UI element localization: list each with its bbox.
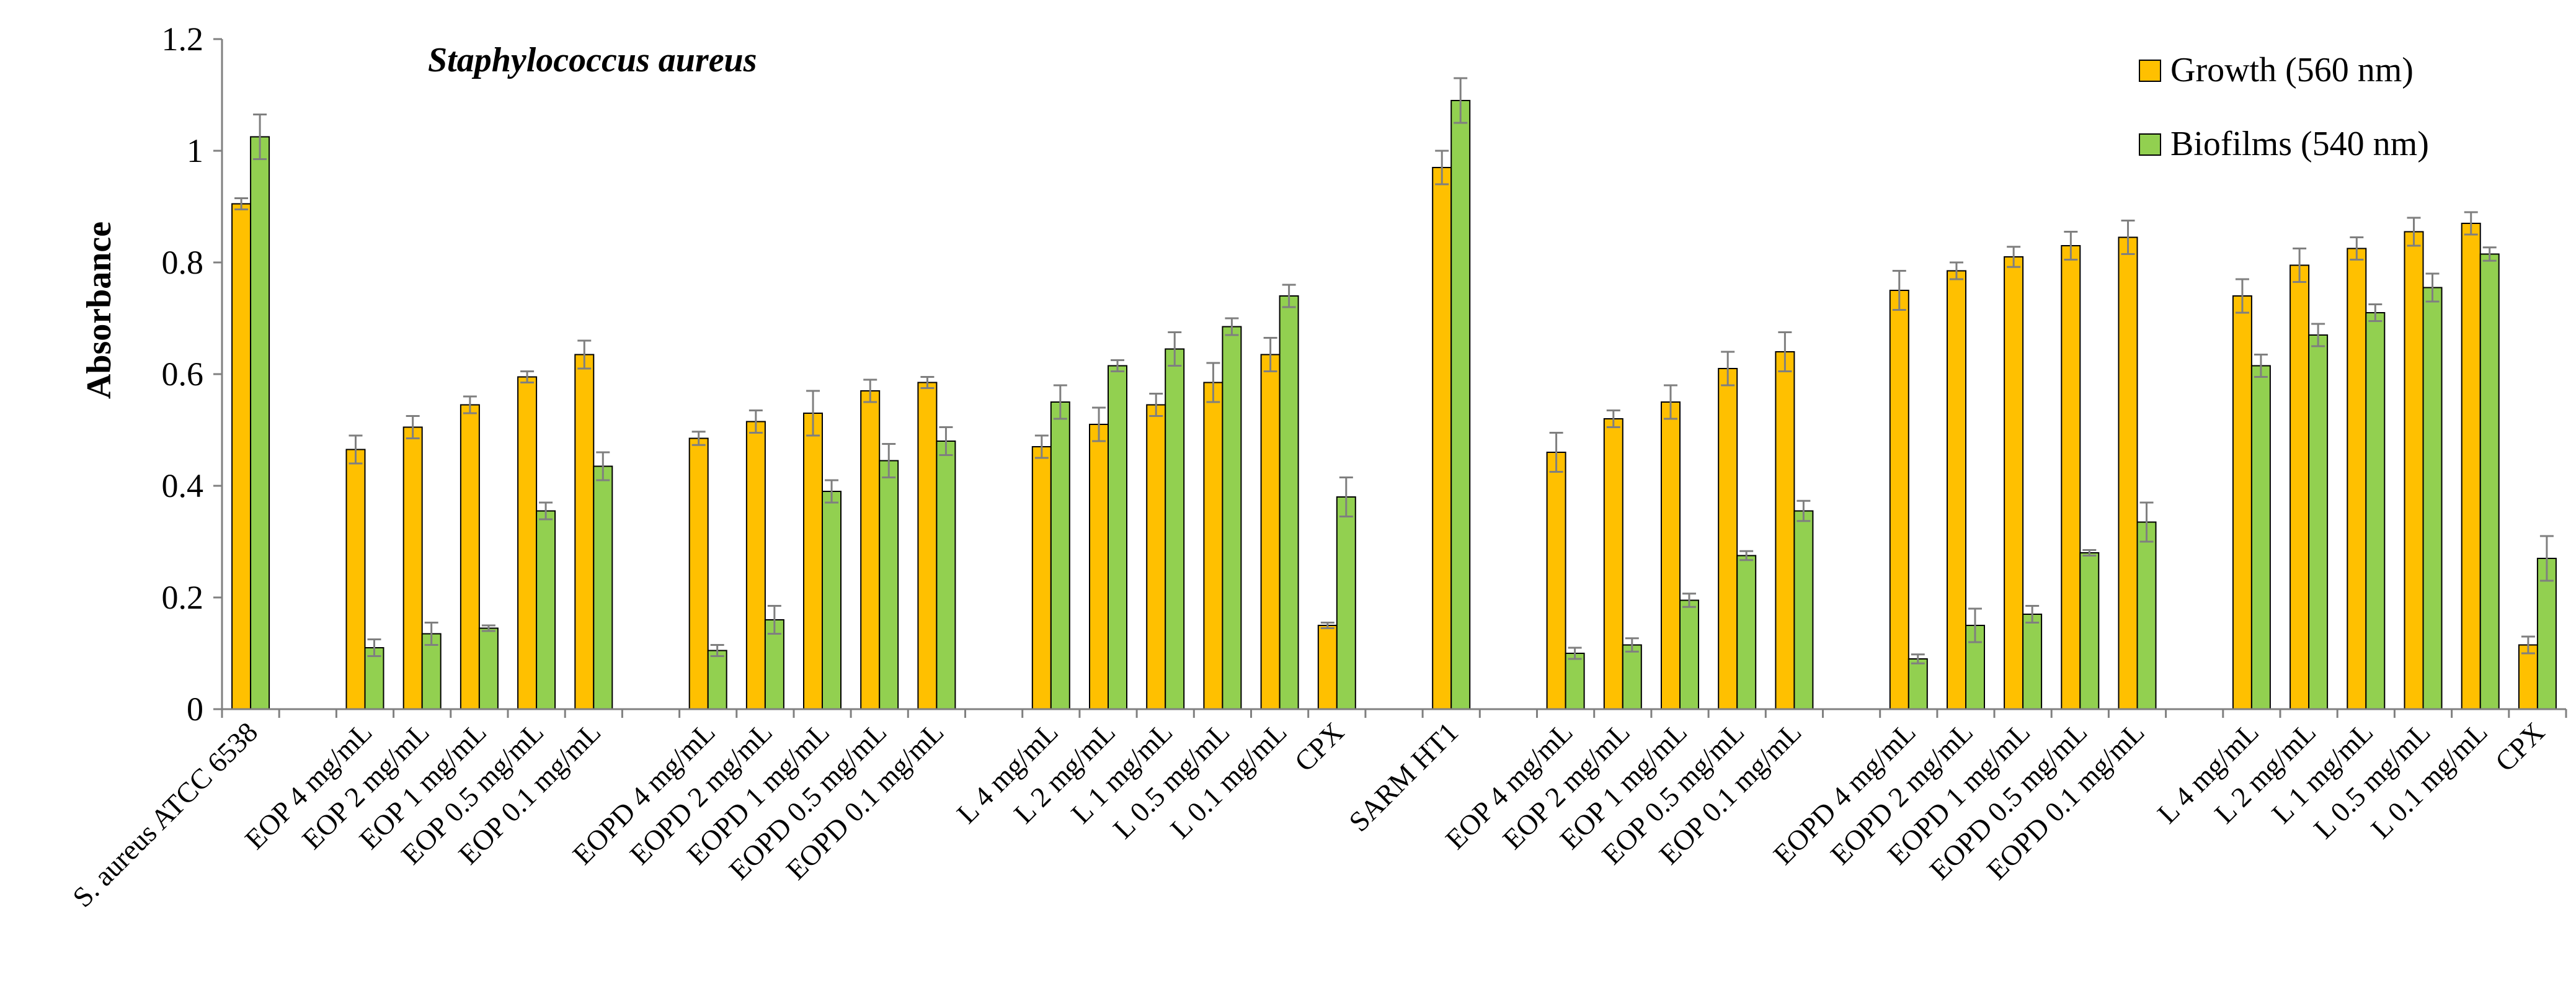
bar-biofilms-12 (936, 441, 956, 710)
bar-growth-4 (460, 404, 480, 710)
y-tick-label-4: 0.8 (162, 244, 204, 281)
bar-biofilms-39 (2479, 253, 2500, 710)
bar-growth-33 (2118, 236, 2138, 710)
bar-growth-15 (1089, 424, 1109, 710)
bar-growth-25 (1661, 401, 1681, 710)
bar-biofilms-30 (1965, 625, 1985, 710)
legend-label-growth: Growth (560 nm) (2170, 51, 2414, 89)
bar-biofilms-24 (1622, 644, 1642, 710)
bar-biofilms-16 (1165, 348, 1185, 710)
bar-biofilms-25 (1679, 599, 1699, 710)
bar-growth-35 (2232, 295, 2252, 710)
legend-swatch-biofilms (2139, 133, 2161, 156)
y-tick-label-0: 0 (187, 691, 203, 728)
bar-growth-36 (2290, 264, 2310, 710)
bar-growth-21 (1432, 167, 1452, 710)
bar-biofilms-27 (1793, 510, 1814, 710)
y-axis-title: Absorbance (80, 221, 118, 399)
bar-biofilms-4 (478, 627, 499, 710)
bar-growth-23 (1546, 452, 1566, 710)
bar-biofilms-8 (707, 650, 727, 710)
bar-growth-12 (917, 382, 938, 710)
bar-biofilms-35 (2250, 365, 2271, 710)
x-category-label-21: SARM HT1 (1343, 716, 1464, 838)
y-tick-label-1: 0.2 (162, 579, 204, 616)
bar-biofilms-0 (250, 136, 270, 710)
y-ticks-group: 0 0.2 0.4 0.6 0.8 1 1.2 (162, 20, 222, 728)
bar-growth-27 (1775, 351, 1795, 710)
bar-biofilms-33 (2136, 521, 2157, 710)
bar-biofilms-10 (822, 491, 842, 710)
bar-growth-3 (402, 426, 423, 710)
bar-biofilms-36 (2308, 334, 2329, 710)
legend-label-biofilms: Biofilms (540 nm) (2170, 125, 2429, 163)
bar-biofilms-23 (1565, 653, 1585, 710)
bar-biofilms-29 (1908, 658, 1928, 710)
bar-biofilms-38 (2422, 287, 2443, 710)
bar-growth-0 (231, 203, 252, 710)
bar-biofilms-5 (536, 510, 556, 710)
bar-growth-8 (688, 437, 709, 710)
bar-biofilms-31 (2022, 614, 2043, 710)
bar-biofilms-14 (1050, 401, 1070, 710)
y-tick-label-2: 0.4 (162, 467, 204, 504)
bar-biofilms-32 (2079, 552, 2100, 710)
x-category-label-40: CPX (2489, 716, 2551, 777)
error-bars-group (234, 77, 2554, 664)
bar-growth-24 (1603, 418, 1623, 710)
bar-growth-32 (2061, 245, 2081, 710)
bar-biofilms-18 (1279, 295, 1299, 710)
bar-growth-16 (1146, 404, 1166, 710)
bar-biofilms-17 (1222, 326, 1242, 710)
bar-growth-19 (1317, 625, 1338, 710)
bar-growth-10 (803, 413, 823, 710)
x-category-label-19: CPX (1289, 716, 1350, 777)
bar-growth-40 (2518, 644, 2538, 710)
bars-group (231, 100, 2557, 710)
bar-growth-2 (345, 449, 366, 710)
bar-biofilms-6 (593, 465, 613, 710)
bar-growth-6 (574, 354, 595, 710)
legend: Growth (560 nm) Biofilms (540 nm) (2139, 51, 2429, 163)
y-tick-label-3: 0.6 (162, 356, 204, 393)
bar-biofilms-26 (1736, 555, 1757, 710)
bar-growth-29 (1889, 290, 1909, 710)
bar-growth-9 (745, 421, 766, 710)
bar-growth-38 (2404, 231, 2424, 710)
bar-biofilms-37 (2365, 312, 2386, 710)
bar-growth-18 (1260, 354, 1281, 710)
bar-growth-14 (1031, 446, 1052, 710)
y-tick-label-5: 1 (187, 132, 203, 169)
bar-growth-11 (860, 390, 881, 710)
x-category-label-0: S. aureus ATCC 6538 (66, 716, 264, 913)
chart-title: Staphylococcus aureus (428, 41, 757, 79)
bar-biofilms-21 (1450, 100, 1471, 710)
bar-growth-17 (1203, 382, 1224, 710)
bar-biofilms-15 (1108, 365, 1127, 710)
bar-growth-39 (2461, 223, 2481, 710)
bar-growth-26 (1718, 368, 1738, 710)
bar-growth-5 (517, 376, 538, 710)
legend-swatch-growth (2139, 60, 2161, 82)
bar-growth-31 (2004, 256, 2024, 710)
y-tick-label-6: 1.2 (162, 20, 204, 58)
bar-growth-30 (1947, 270, 1966, 710)
bar-growth-37 (2347, 248, 2367, 710)
bar-biofilms-19 (1336, 496, 1356, 710)
bar-biofilms-11 (879, 460, 899, 710)
